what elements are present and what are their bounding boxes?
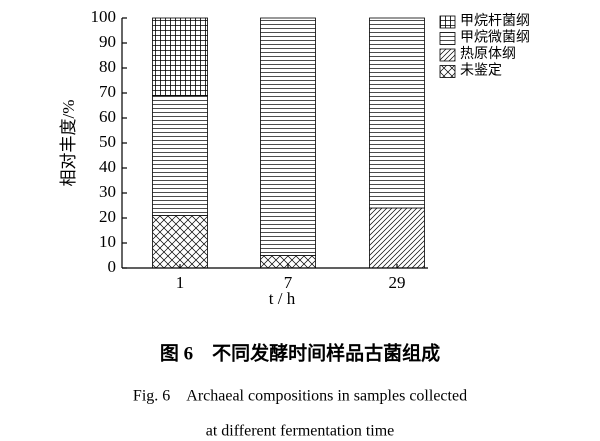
x-axis-label: t / h (269, 289, 296, 308)
bar-segment (152, 17, 208, 96)
bar-segment (260, 17, 316, 256)
bar-segment (369, 17, 425, 209)
y-tick-label: 50 (99, 132, 116, 151)
y-tick-label: 100 (91, 7, 117, 26)
y-tick-label: 90 (99, 32, 116, 51)
legend-label: 未鉴定 (460, 63, 502, 79)
y-tick-label: 70 (99, 82, 116, 101)
y-axis-label: 相对丰度/% (59, 100, 78, 187)
legend-swatch (439, 15, 456, 29)
y-tick-label: 20 (99, 207, 116, 226)
legend-label: 甲烷微菌纲 (460, 30, 530, 46)
bar-segment (152, 215, 208, 269)
y-tick-label: 0 (108, 257, 117, 276)
x-tick-label: 7 (284, 273, 293, 292)
y-tick-label: 40 (99, 157, 116, 176)
y-tick-label: 80 (99, 57, 116, 76)
bar-segment (152, 95, 208, 216)
legend-label: 热原体纲 (460, 46, 516, 62)
legend-swatch (439, 48, 456, 62)
caption-en: at different fermentation time (206, 423, 395, 440)
legend-swatch (439, 32, 456, 45)
caption-cn: 图 6 不同发酵时间样品古菌组成 (160, 341, 440, 364)
x-tick-label: 29 (389, 273, 406, 292)
legend-swatch (439, 65, 456, 78)
y-tick-label: 10 (99, 232, 116, 251)
bar-segment (369, 207, 425, 269)
y-tick-label: 30 (99, 182, 116, 201)
x-tick-label: 1 (176, 273, 185, 292)
caption-en: Fig. 6 Archaeal compositions in samples … (133, 388, 467, 405)
legend-label: 甲烷杆菌纲 (460, 13, 530, 29)
y-tick-label: 60 (99, 107, 116, 126)
